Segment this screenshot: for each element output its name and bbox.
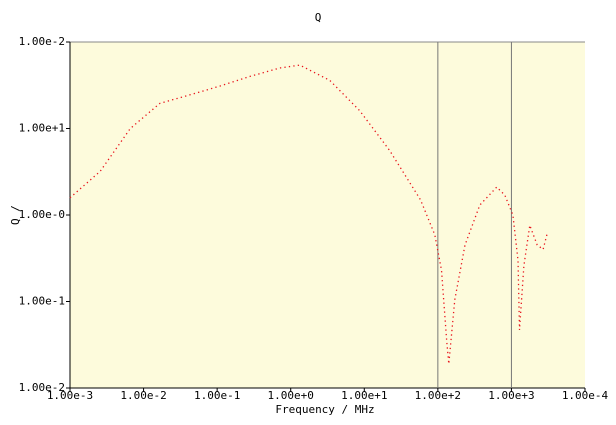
- y-tick-label: 1.00e-2: [19, 35, 65, 48]
- x-tick-label: 1.00e-2: [120, 389, 166, 402]
- x-tick-label: 1.00e-3: [47, 389, 93, 402]
- y-tick-label: 1.00e-0: [19, 208, 65, 221]
- x-tick-label: 1.00e+1: [341, 389, 387, 402]
- chart-title: Q: [315, 11, 322, 24]
- x-tick-label: 1.00e+0: [268, 389, 314, 402]
- plot-area: [70, 42, 585, 388]
- x-tick-label: 1.00e+3: [488, 389, 534, 402]
- x-tick-label: 1.00e-4: [562, 389, 609, 402]
- x-tick-label: 1.00e-1: [194, 389, 240, 402]
- x-axis-label: Frequency / MHz: [275, 403, 374, 416]
- y-tick-label: 1.00e-1: [19, 295, 65, 308]
- y-tick-label: 1.00e-2: [19, 381, 65, 394]
- y-tick-label: 1.00e+1: [19, 122, 65, 135]
- x-tick-label: 1.00e+2: [415, 389, 461, 402]
- y-axis-label: Q /: [9, 205, 22, 225]
